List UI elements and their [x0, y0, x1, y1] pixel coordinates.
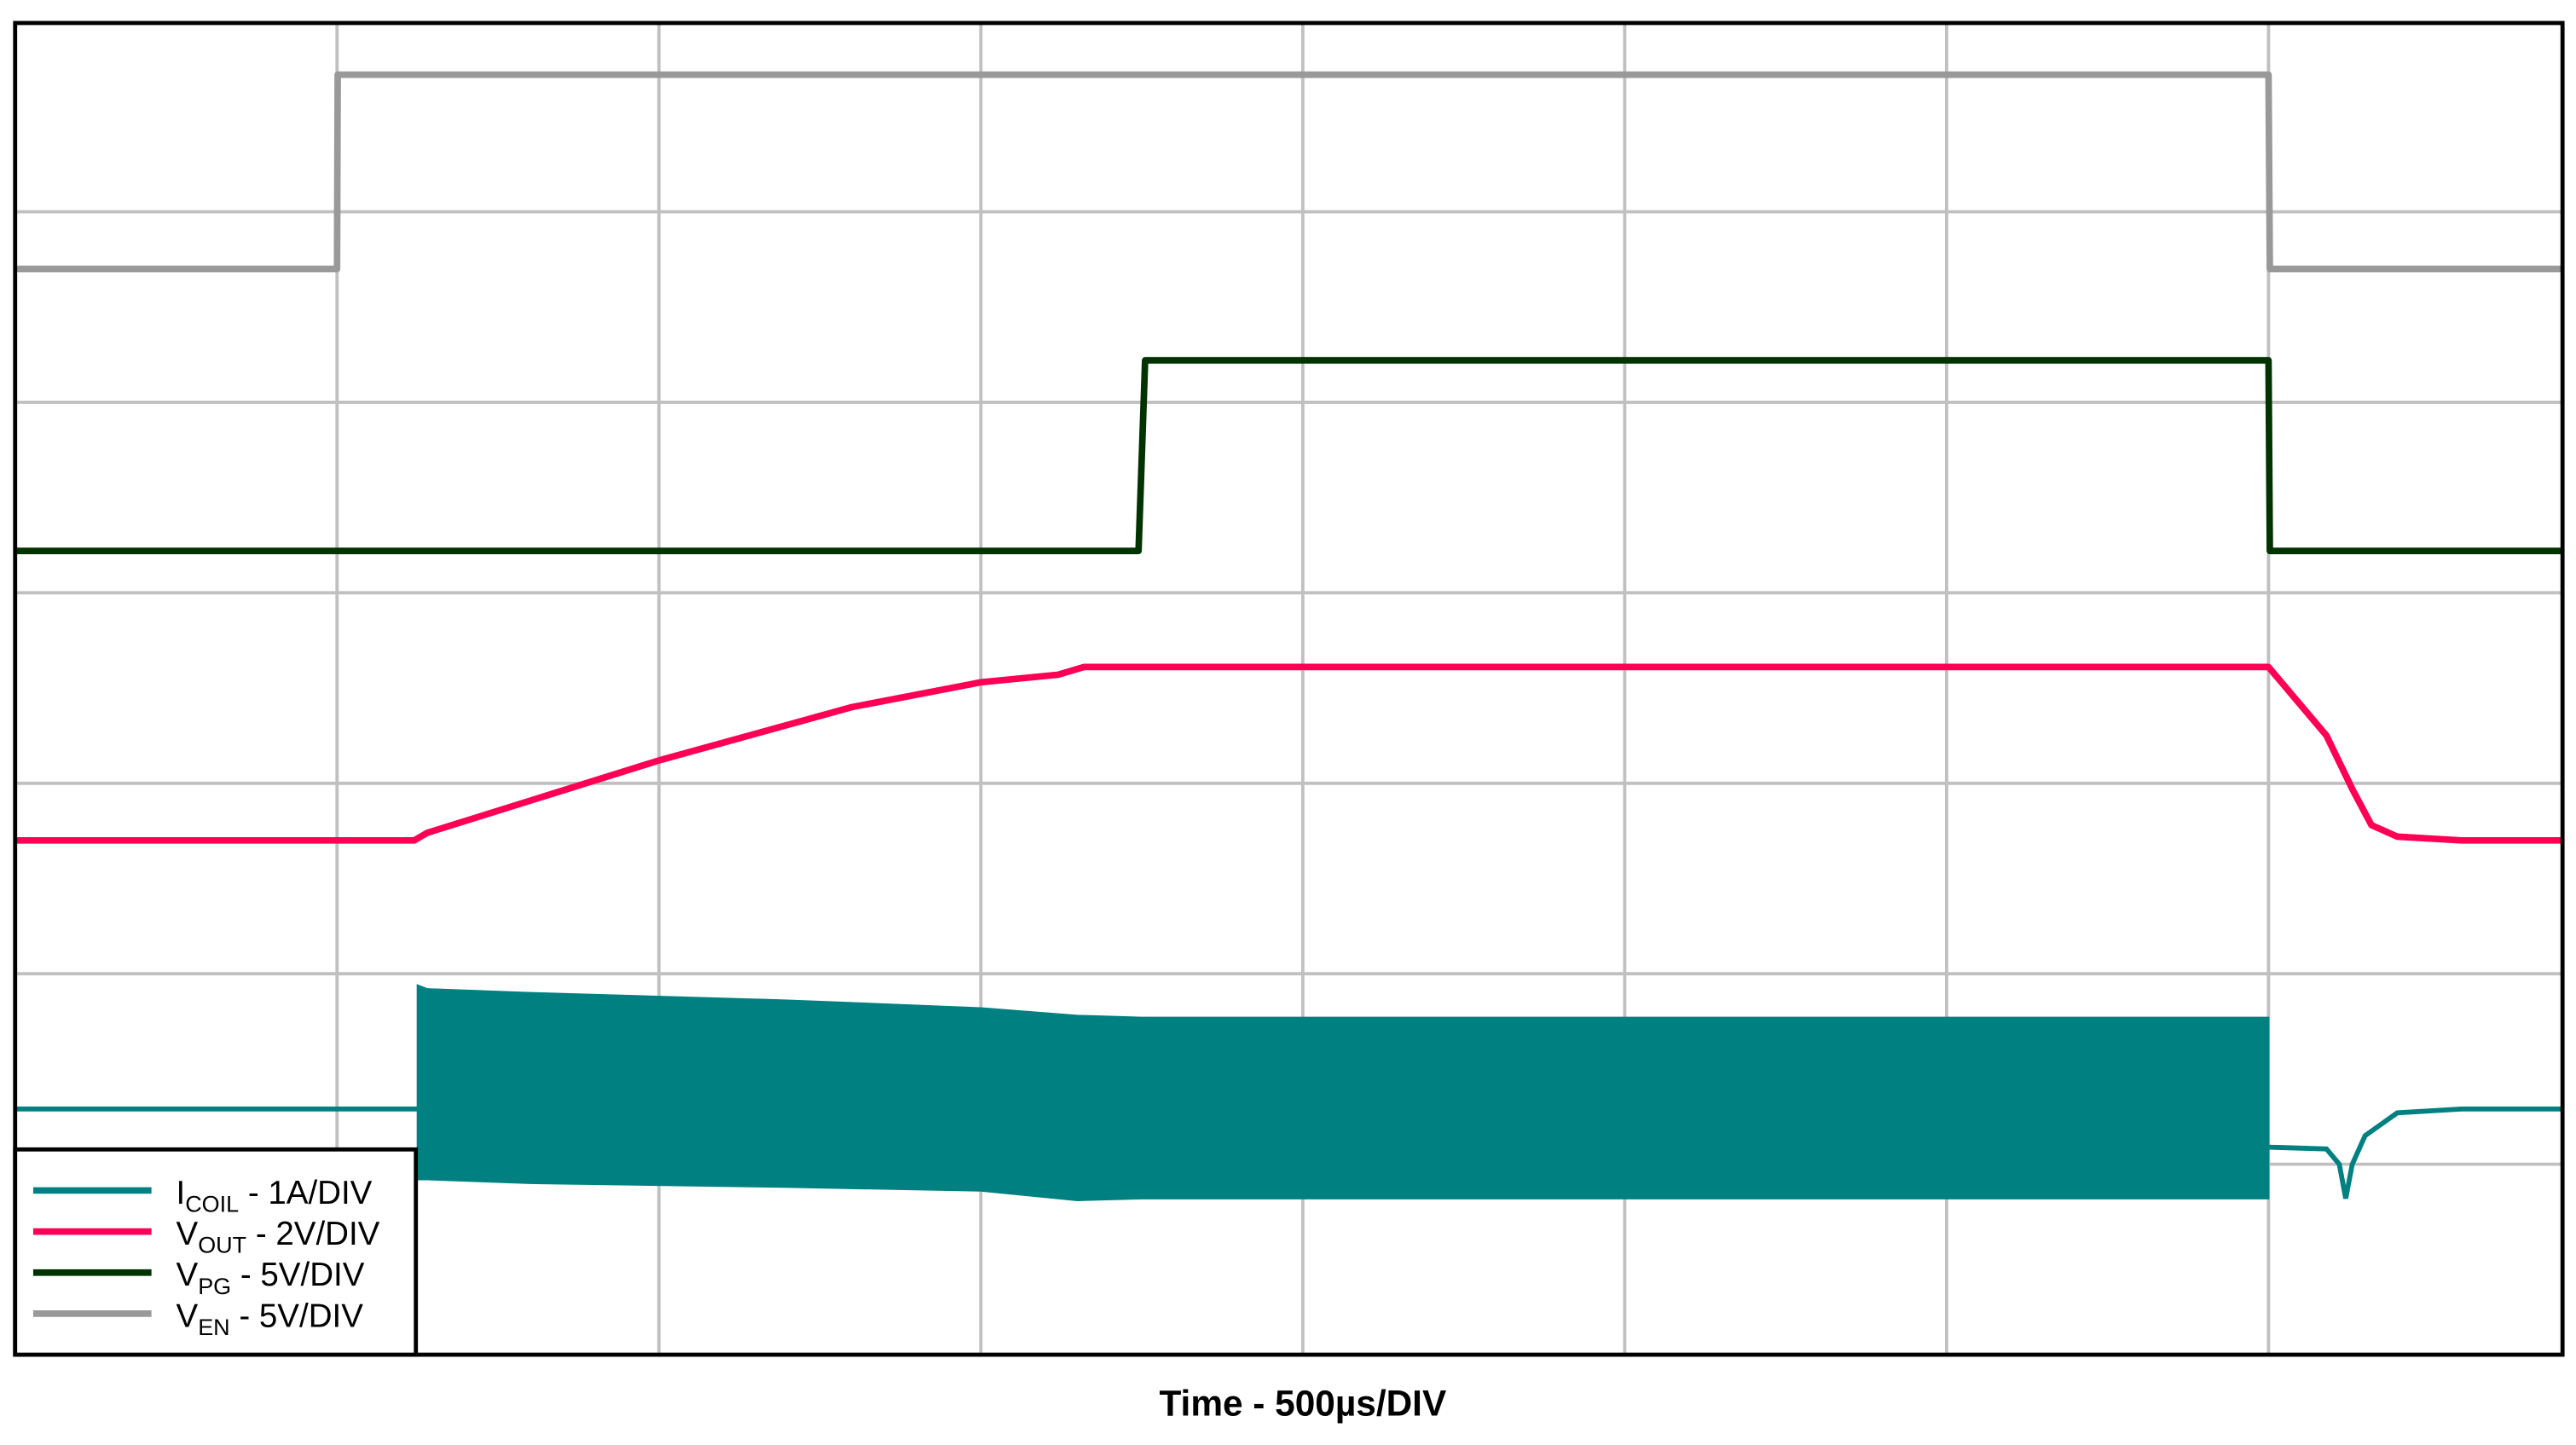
legend-scale: - 5V/DIV: [231, 1257, 365, 1293]
legend-label: VOUT - 2V/DIV: [177, 1216, 380, 1258]
legend-subscript: COIL: [185, 1191, 239, 1217]
plot-frame: [13, 20, 2565, 1357]
trace-i-coil-tail: [2268, 1107, 2562, 1199]
legend-label: VEN - 5V/DIV: [177, 1298, 364, 1340]
legend-symbol: V: [177, 1257, 199, 1293]
legend-symbol: V: [177, 1298, 199, 1334]
legend-subscript: PG: [198, 1274, 231, 1299]
legend-subscript: OUT: [198, 1233, 246, 1258]
traces: [14, 71, 2562, 1201]
x-axis-label: Time - 500µs/DIV: [1159, 1383, 1446, 1423]
legend-label: ICOIL - 1A/DIV: [177, 1175, 373, 1217]
grid: [14, 22, 2563, 1355]
legend-scale: - 1A/DIV: [239, 1175, 373, 1211]
legend-symbol: I: [177, 1175, 186, 1211]
legend-subscript: EN: [198, 1315, 229, 1340]
legend-symbol: V: [177, 1216, 199, 1252]
legend-box: [13, 1147, 419, 1357]
trace-i-coil-band: [416, 984, 2270, 1201]
legend-label: VPG - 5V/DIV: [177, 1257, 365, 1299]
legend-scale: - 2V/DIV: [246, 1216, 380, 1252]
trace-v-pg: [14, 356, 2562, 555]
legend-scale: - 5V/DIV: [230, 1298, 364, 1334]
trace-v-out: [14, 663, 2562, 844]
trace-v-en: [14, 71, 2562, 273]
